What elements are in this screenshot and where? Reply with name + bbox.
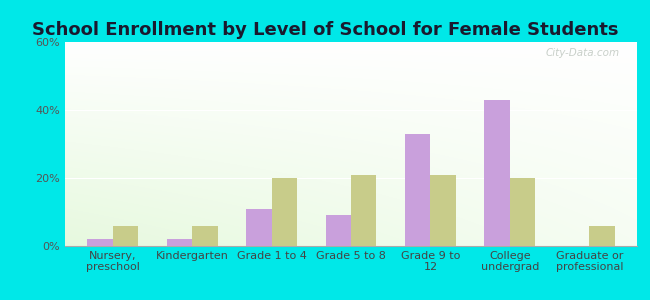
Bar (246, 208, 272, 246)
Bar (326, 215, 351, 246)
Bar (430, 175, 456, 246)
Bar (112, 226, 138, 246)
Bar (590, 226, 615, 246)
Bar (484, 100, 510, 246)
Bar (510, 178, 536, 246)
Bar (166, 239, 192, 246)
Text: School Enrollment by Level of School for Female Students: School Enrollment by Level of School for… (32, 21, 618, 39)
Bar (272, 178, 297, 246)
Bar (192, 226, 218, 246)
Text: City-Data.com: City-Data.com (546, 48, 620, 58)
Bar (351, 175, 376, 246)
Bar (87, 239, 112, 246)
Bar (405, 134, 430, 246)
